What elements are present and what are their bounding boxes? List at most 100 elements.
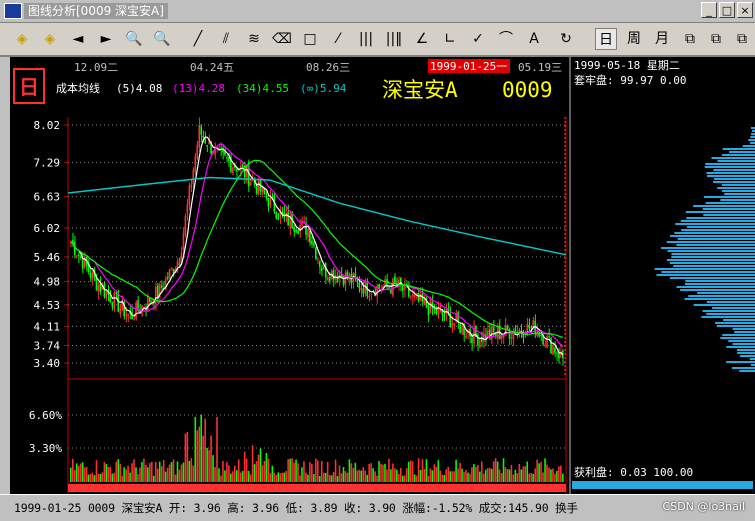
volume-bar	[119, 464, 121, 482]
volume-bar	[156, 468, 159, 482]
arrow-left-icon[interactable]: ◄	[72, 31, 84, 47]
zoom-in-icon[interactable]: 🔍	[153, 31, 171, 47]
candle-body	[556, 352, 558, 355]
candle-body	[121, 300, 123, 311]
chip-bar	[720, 337, 755, 339]
volume-bar	[81, 462, 84, 482]
volume-bar	[318, 475, 321, 482]
candle-body	[463, 323, 465, 335]
fibonacci-icon[interactable]: ≋	[248, 31, 260, 47]
candle-body	[548, 335, 550, 337]
candle-body	[465, 335, 467, 338]
chip-bar	[688, 295, 755, 297]
volume-bar	[279, 473, 282, 482]
maximize-button[interactable]: □	[719, 2, 735, 18]
candle-body	[342, 275, 345, 285]
candle-body	[123, 302, 125, 317]
chip-bar	[685, 211, 755, 213]
volume-bar	[251, 445, 254, 482]
chip-bar	[717, 160, 755, 162]
cursor-date: 1999-01-25一	[430, 60, 507, 73]
volume-bar	[152, 475, 155, 482]
month-period-button[interactable]: 月	[655, 31, 669, 47]
arrow-right-icon[interactable]: ►	[100, 31, 112, 47]
candle-body	[475, 325, 477, 337]
candle-body	[540, 334, 542, 336]
volume-bar	[524, 465, 527, 482]
volume-bar	[97, 473, 100, 482]
volume-bar	[390, 469, 392, 482]
angle-icon[interactable]: ∠	[415, 31, 429, 47]
check-arc-icon[interactable]: ✓	[472, 31, 484, 47]
volume-bar	[500, 473, 503, 482]
chip-bar	[742, 145, 755, 147]
close-button[interactable]: ×	[737, 2, 753, 18]
candle-body	[435, 307, 438, 314]
volume-bar	[228, 465, 230, 482]
volume-bar	[443, 474, 446, 482]
chip-bar	[714, 178, 755, 180]
volume-bar	[419, 470, 422, 482]
chip-profit-bar	[572, 481, 753, 489]
gann-lines-icon[interactable]: ||‖	[385, 31, 403, 47]
candle-body	[235, 169, 238, 172]
chip-bar	[666, 241, 755, 243]
volume-bar	[133, 459, 135, 482]
volume-bar	[326, 461, 329, 482]
period-lines-icon[interactable]: |||	[358, 31, 374, 47]
volume-bar	[170, 462, 173, 482]
volume-bar	[151, 461, 153, 482]
kline-chart[interactable]: 日 成本均线 (5)4.08 (13)4.28 (34)4.55 (∞)5.94 深宝安A 0…	[10, 57, 755, 494]
chip-trapped-label: 套牢盘: 99.97 0.00	[574, 73, 686, 87]
volume-bar	[378, 460, 380, 482]
candle-body	[522, 331, 525, 338]
candle-body	[164, 278, 167, 289]
arc-icon[interactable]: ⌒	[499, 31, 513, 47]
candle-body	[376, 285, 378, 297]
chip-bar	[732, 343, 755, 345]
chip-bar	[703, 196, 755, 198]
volume-bar	[407, 461, 410, 482]
candle-body	[510, 337, 513, 339]
rectangle-icon[interactable]: □	[303, 31, 317, 47]
window3-icon[interactable]: ⧉	[737, 31, 747, 47]
volume-bar	[421, 459, 424, 482]
candle-body	[315, 247, 317, 259]
volume-bar	[449, 471, 451, 482]
candle-body	[287, 212, 289, 226]
speed-line-icon[interactable]: ⁄	[336, 31, 340, 47]
day-period-button[interactable]: 日	[595, 28, 617, 50]
text-icon[interactable]: A	[529, 31, 539, 47]
candle-body	[409, 296, 412, 298]
window1-icon[interactable]: ⧉	[685, 31, 695, 47]
volume-bar	[530, 473, 532, 482]
volume-bar	[109, 466, 112, 482]
parallel-line-icon[interactable]: ⫽	[222, 31, 230, 47]
volume-bar	[75, 463, 78, 482]
diamond-down-icon[interactable]: ◈	[44, 31, 56, 47]
angle2-icon[interactable]: ∟	[444, 31, 456, 47]
volume-bar	[484, 469, 487, 482]
diamond-up-icon[interactable]: ◈	[16, 31, 28, 47]
volume-bar	[232, 471, 234, 482]
window2-icon[interactable]: ⧉	[711, 31, 721, 47]
ma-label-1: (13)4.28	[172, 82, 225, 95]
chip-bar	[680, 220, 755, 222]
eraser-icon[interactable]: ⌫	[272, 31, 292, 47]
line-tool-icon[interactable]: ╱	[193, 31, 203, 47]
rotate-icon[interactable]: ↻	[560, 31, 572, 47]
chip-bar	[750, 142, 755, 144]
volume-bar	[560, 465, 562, 482]
chart-area[interactable]: 日 成本均线 (5)4.08 (13)4.28 (34)4.55 (∞)5.94 深宝安A 0…	[10, 57, 755, 494]
candle-body	[184, 215, 187, 235]
minimize-button[interactable]: _	[701, 2, 717, 18]
candle-body	[208, 139, 210, 145]
week-period-button[interactable]: 周	[627, 31, 641, 47]
volume-bar	[482, 473, 485, 482]
candle-body	[429, 299, 432, 314]
zoom-out-icon[interactable]: 🔍	[125, 31, 143, 47]
volume-bar	[291, 458, 293, 482]
chip-bar	[726, 346, 755, 348]
volume-bar	[336, 475, 339, 482]
chip-bar	[722, 334, 755, 336]
